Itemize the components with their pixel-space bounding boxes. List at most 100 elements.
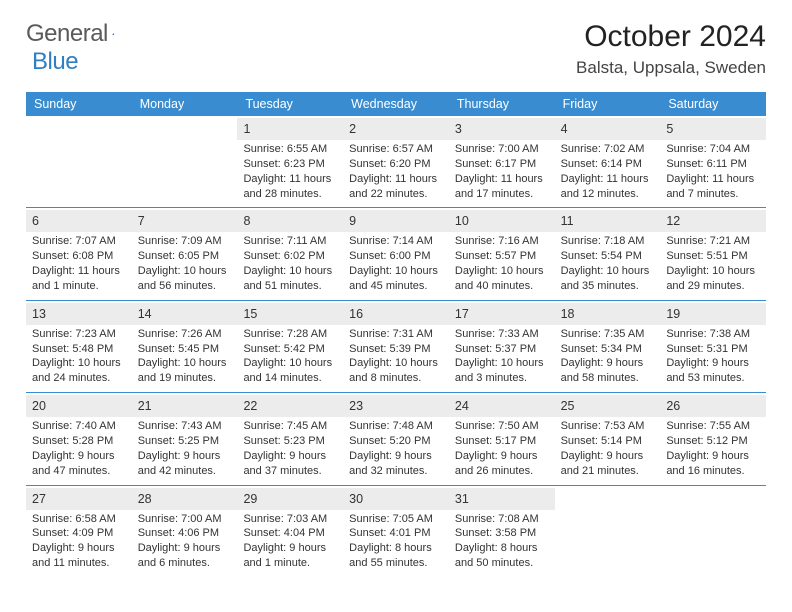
sunset-line: Sunset: 6:23 PM: [243, 157, 337, 172]
day-cell: 10Sunrise: 7:16 AMSunset: 5:57 PMDayligh…: [449, 208, 555, 299]
day-cell: 1Sunrise: 6:55 AMSunset: 6:23 PMDaylight…: [237, 116, 343, 207]
weekday-header: Monday: [132, 92, 238, 116]
day-info: Sunrise: 7:00 AMSunset: 6:17 PMDaylight:…: [455, 142, 549, 201]
day-number-row: 24: [449, 395, 555, 417]
sunset-line: Sunset: 5:51 PM: [666, 249, 760, 264]
sunset-line: Sunset: 6:14 PM: [561, 157, 655, 172]
sunset-line: Sunset: 6:17 PM: [455, 157, 549, 172]
day-number: 11: [561, 214, 574, 228]
sunrise-line: Sunrise: 7:50 AM: [455, 419, 549, 434]
week-row: 6Sunrise: 7:07 AMSunset: 6:08 PMDaylight…: [26, 207, 766, 299]
day-number: 12: [666, 214, 680, 228]
sunrise-line: Sunrise: 7:26 AM: [138, 327, 232, 342]
day-cell: .: [132, 116, 238, 207]
day-info: Sunrise: 7:31 AMSunset: 5:39 PMDaylight:…: [349, 327, 443, 386]
day-number: 22: [243, 399, 257, 413]
day-info: Sunrise: 7:14 AMSunset: 6:00 PMDaylight:…: [349, 234, 443, 293]
day-cell: 18Sunrise: 7:35 AMSunset: 5:34 PMDayligh…: [555, 301, 661, 392]
weekday-header: Wednesday: [343, 92, 449, 116]
weekday-header: Friday: [555, 92, 661, 116]
sunrise-line: Sunrise: 7:03 AM: [243, 512, 337, 527]
day-number: 2: [349, 122, 356, 136]
day-number: 28: [138, 492, 152, 506]
sunrise-line: Sunrise: 7:33 AM: [455, 327, 549, 342]
day-cell: 17Sunrise: 7:33 AMSunset: 5:37 PMDayligh…: [449, 301, 555, 392]
daylight-line: Daylight: 11 hours and 17 minutes.: [455, 172, 549, 202]
sunrise-line: Sunrise: 7:28 AM: [243, 327, 337, 342]
day-cell: 14 Sunrise: 7:26 AMSunset: 5:45 PMDayligh…: [132, 301, 238, 392]
logo-triangle-icon: [112, 25, 115, 43]
sunset-line: Sunset: 4:04 PM: [243, 526, 337, 541]
day-number: 8: [243, 214, 250, 228]
day-info: Sunrise: 7:08 AMSunset: 3:58 PMDaylight:…: [455, 512, 549, 571]
day-info: Sunrise: 7:26 AMSunset: 5:45 PMDaylight:…: [138, 327, 232, 386]
day-number-row: 6: [26, 210, 132, 232]
day-cell: 23 Sunrise: 7:48 AMSunset: 5:20 PMDayligh…: [343, 393, 449, 484]
daylight-line: Daylight: 10 hours and 8 minutes.: [349, 356, 443, 386]
day-number-row: 22: [237, 395, 343, 417]
daylight-line: Daylight: 11 hours and 1 minute.: [32, 264, 126, 294]
day-info: Sunrise: 6:58 AMSunset: 4:09 PMDaylight:…: [32, 512, 126, 571]
sunrise-line: Sunrise: 7:45 AM: [243, 419, 337, 434]
day-number-row: 19: [660, 303, 766, 325]
day-number-row: .: [132, 118, 238, 140]
sunset-line: Sunset: 5:31 PM: [666, 342, 760, 357]
daylight-line: Daylight: 8 hours and 55 minutes.: [349, 541, 443, 571]
day-number-row: 17: [449, 303, 555, 325]
sunset-line: Sunset: 5:23 PM: [243, 434, 337, 449]
day-number-row: 26: [660, 395, 766, 417]
day-number-row: 4: [555, 118, 661, 140]
sunset-line: Sunset: 6:00 PM: [349, 249, 443, 264]
day-number-row: 31: [449, 488, 555, 510]
day-info: Sunrise: 7:35 AMSunset: 5:34 PMDaylight:…: [561, 327, 655, 386]
day-number: 6: [32, 214, 39, 228]
day-info: Sunrise: 7:28 AMSunset: 5:42 PMDaylight:…: [243, 327, 337, 386]
day-number: 24: [455, 399, 469, 413]
sunset-line: Sunset: 5:34 PM: [561, 342, 655, 357]
day-cell: 9Sunrise: 7:14 AMSunset: 6:00 PMDaylight…: [343, 208, 449, 299]
day-number: 26: [666, 399, 680, 413]
day-cell: .: [660, 486, 766, 577]
sunset-line: Sunset: 4:09 PM: [32, 526, 126, 541]
daylight-line: Daylight: 9 hours and 37 minutes.: [243, 449, 337, 479]
sunrise-line: Sunrise: 7:07 AM: [32, 234, 126, 249]
day-number: 27: [32, 492, 46, 506]
sunset-line: Sunset: 5:48 PM: [32, 342, 126, 357]
sunrise-line: Sunrise: 7:00 AM: [138, 512, 232, 527]
daylight-line: Daylight: 10 hours and 51 minutes.: [243, 264, 337, 294]
day-number-row: 12: [660, 210, 766, 232]
day-number: 25: [561, 399, 575, 413]
sunrise-line: Sunrise: 7:40 AM: [32, 419, 126, 434]
sunset-line: Sunset: 5:20 PM: [349, 434, 443, 449]
title-block: October 2024 Balsta, Uppsala, Sweden: [576, 20, 766, 78]
sunrise-line: Sunrise: 7:14 AM: [349, 234, 443, 249]
sunrise-line: Sunrise: 7:04 AM: [666, 142, 760, 157]
sunset-line: Sunset: 5:45 PM: [138, 342, 232, 357]
sunset-line: Sunset: 6:11 PM: [666, 157, 760, 172]
sunset-line: Sunset: 5:28 PM: [32, 434, 126, 449]
day-cell: 2Sunrise: 6:57 AMSunset: 6:20 PMDaylight…: [343, 116, 449, 207]
weekday-header: Thursday: [449, 92, 555, 116]
day-number-row: 5: [660, 118, 766, 140]
day-cell: 5Sunrise: 7:04 AMSunset: 6:11 PMDaylight…: [660, 116, 766, 207]
daylight-line: Daylight: 9 hours and 16 minutes.: [666, 449, 760, 479]
sunset-line: Sunset: 5:42 PM: [243, 342, 337, 357]
sunrise-line: Sunrise: 7:23 AM: [32, 327, 126, 342]
day-number: 14: [138, 307, 152, 321]
day-cell: 27 Sunrise: 6:58 AMSunset: 4:09 PMDayligh…: [26, 486, 132, 577]
day-cell: 20Sunrise: 7:40 AMSunset: 5:28 PMDayligh…: [26, 393, 132, 484]
day-number: 1: [243, 122, 250, 136]
day-number: 23: [349, 399, 363, 413]
sunset-line: Sunset: 5:14 PM: [561, 434, 655, 449]
sunrise-line: Sunrise: 7:48 AM: [349, 419, 443, 434]
day-info: Sunrise: 7:45 AMSunset: 5:23 PMDaylight:…: [243, 419, 337, 478]
sunrise-line: Sunrise: 6:58 AM: [32, 512, 126, 527]
week-row: 20 Sunrise: 7:40 AMSunset: 5:28 PM Dayligh…: [26, 392, 766, 484]
day-number: 20: [32, 399, 46, 413]
sunset-line: Sunset: 6:20 PM: [349, 157, 443, 172]
day-info: Sunrise: 7:48 AMSunset: 5:20 PMDaylight:…: [349, 419, 443, 478]
day-number: 17: [455, 307, 469, 321]
sunset-line: Sunset: 5:39 PM: [349, 342, 443, 357]
location-text: Balsta, Uppsala, Sweden: [576, 58, 766, 78]
sunrise-line: Sunrise: 7:18 AM: [561, 234, 655, 249]
